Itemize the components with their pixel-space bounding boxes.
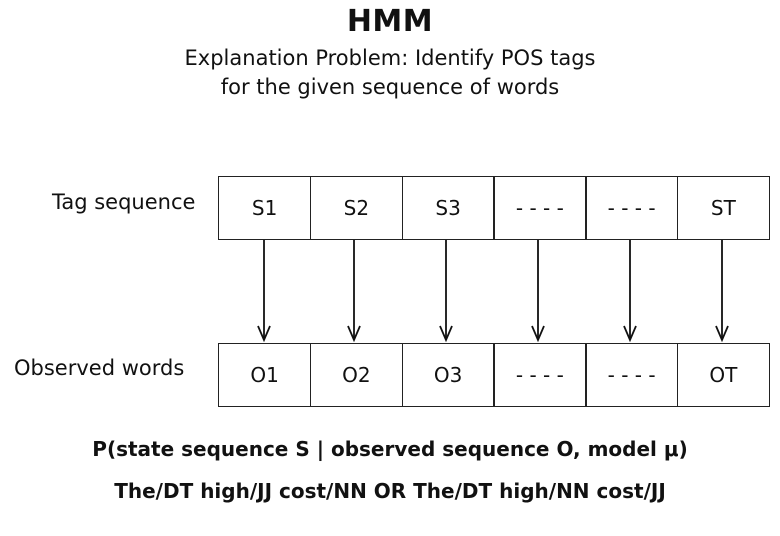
observed-cell: - - - - <box>493 343 587 407</box>
observed-cell: - - - - <box>585 343 679 407</box>
arrow-head <box>347 325 361 343</box>
probability-formula: P(state sequence S | observed sequence O… <box>92 437 688 461</box>
observed-cell: O2 <box>309 343 403 407</box>
observed-cell: O3 <box>401 343 495 407</box>
tag-cell: ST <box>676 176 770 240</box>
subtitle-line-2: for the given sequence of words <box>220 75 560 99</box>
tag-cell: S2 <box>309 176 403 240</box>
observed-cell: O1 <box>218 343 312 407</box>
example-tagging: The/DT high/JJ cost/NN OR The/DT high/NN… <box>114 479 666 503</box>
arrow-head <box>439 325 453 343</box>
tag-cell: S1 <box>218 176 312 240</box>
tag-sequence-row: S1 S2 S3 - - - - - - - - ST <box>218 176 770 240</box>
tag-cell: - - - - <box>493 176 587 240</box>
observed-cell: OT <box>676 343 770 407</box>
observed-words-row: O1 O2 O3 - - - - - - - - OT <box>218 343 770 407</box>
subtitle-line-1: Explanation Problem: Identify POS tags <box>184 46 596 70</box>
tag-cell: S3 <box>401 176 495 240</box>
arrow-head <box>531 325 545 343</box>
arrow-head <box>257 325 271 343</box>
observed-words-label: Observed words <box>14 356 185 380</box>
arrow-head <box>623 325 637 343</box>
arrow-head <box>715 325 729 343</box>
diagram-title: HMM <box>346 4 434 39</box>
tag-cell: - - - - <box>585 176 679 240</box>
tag-sequence-label: Tag sequence <box>52 190 196 214</box>
